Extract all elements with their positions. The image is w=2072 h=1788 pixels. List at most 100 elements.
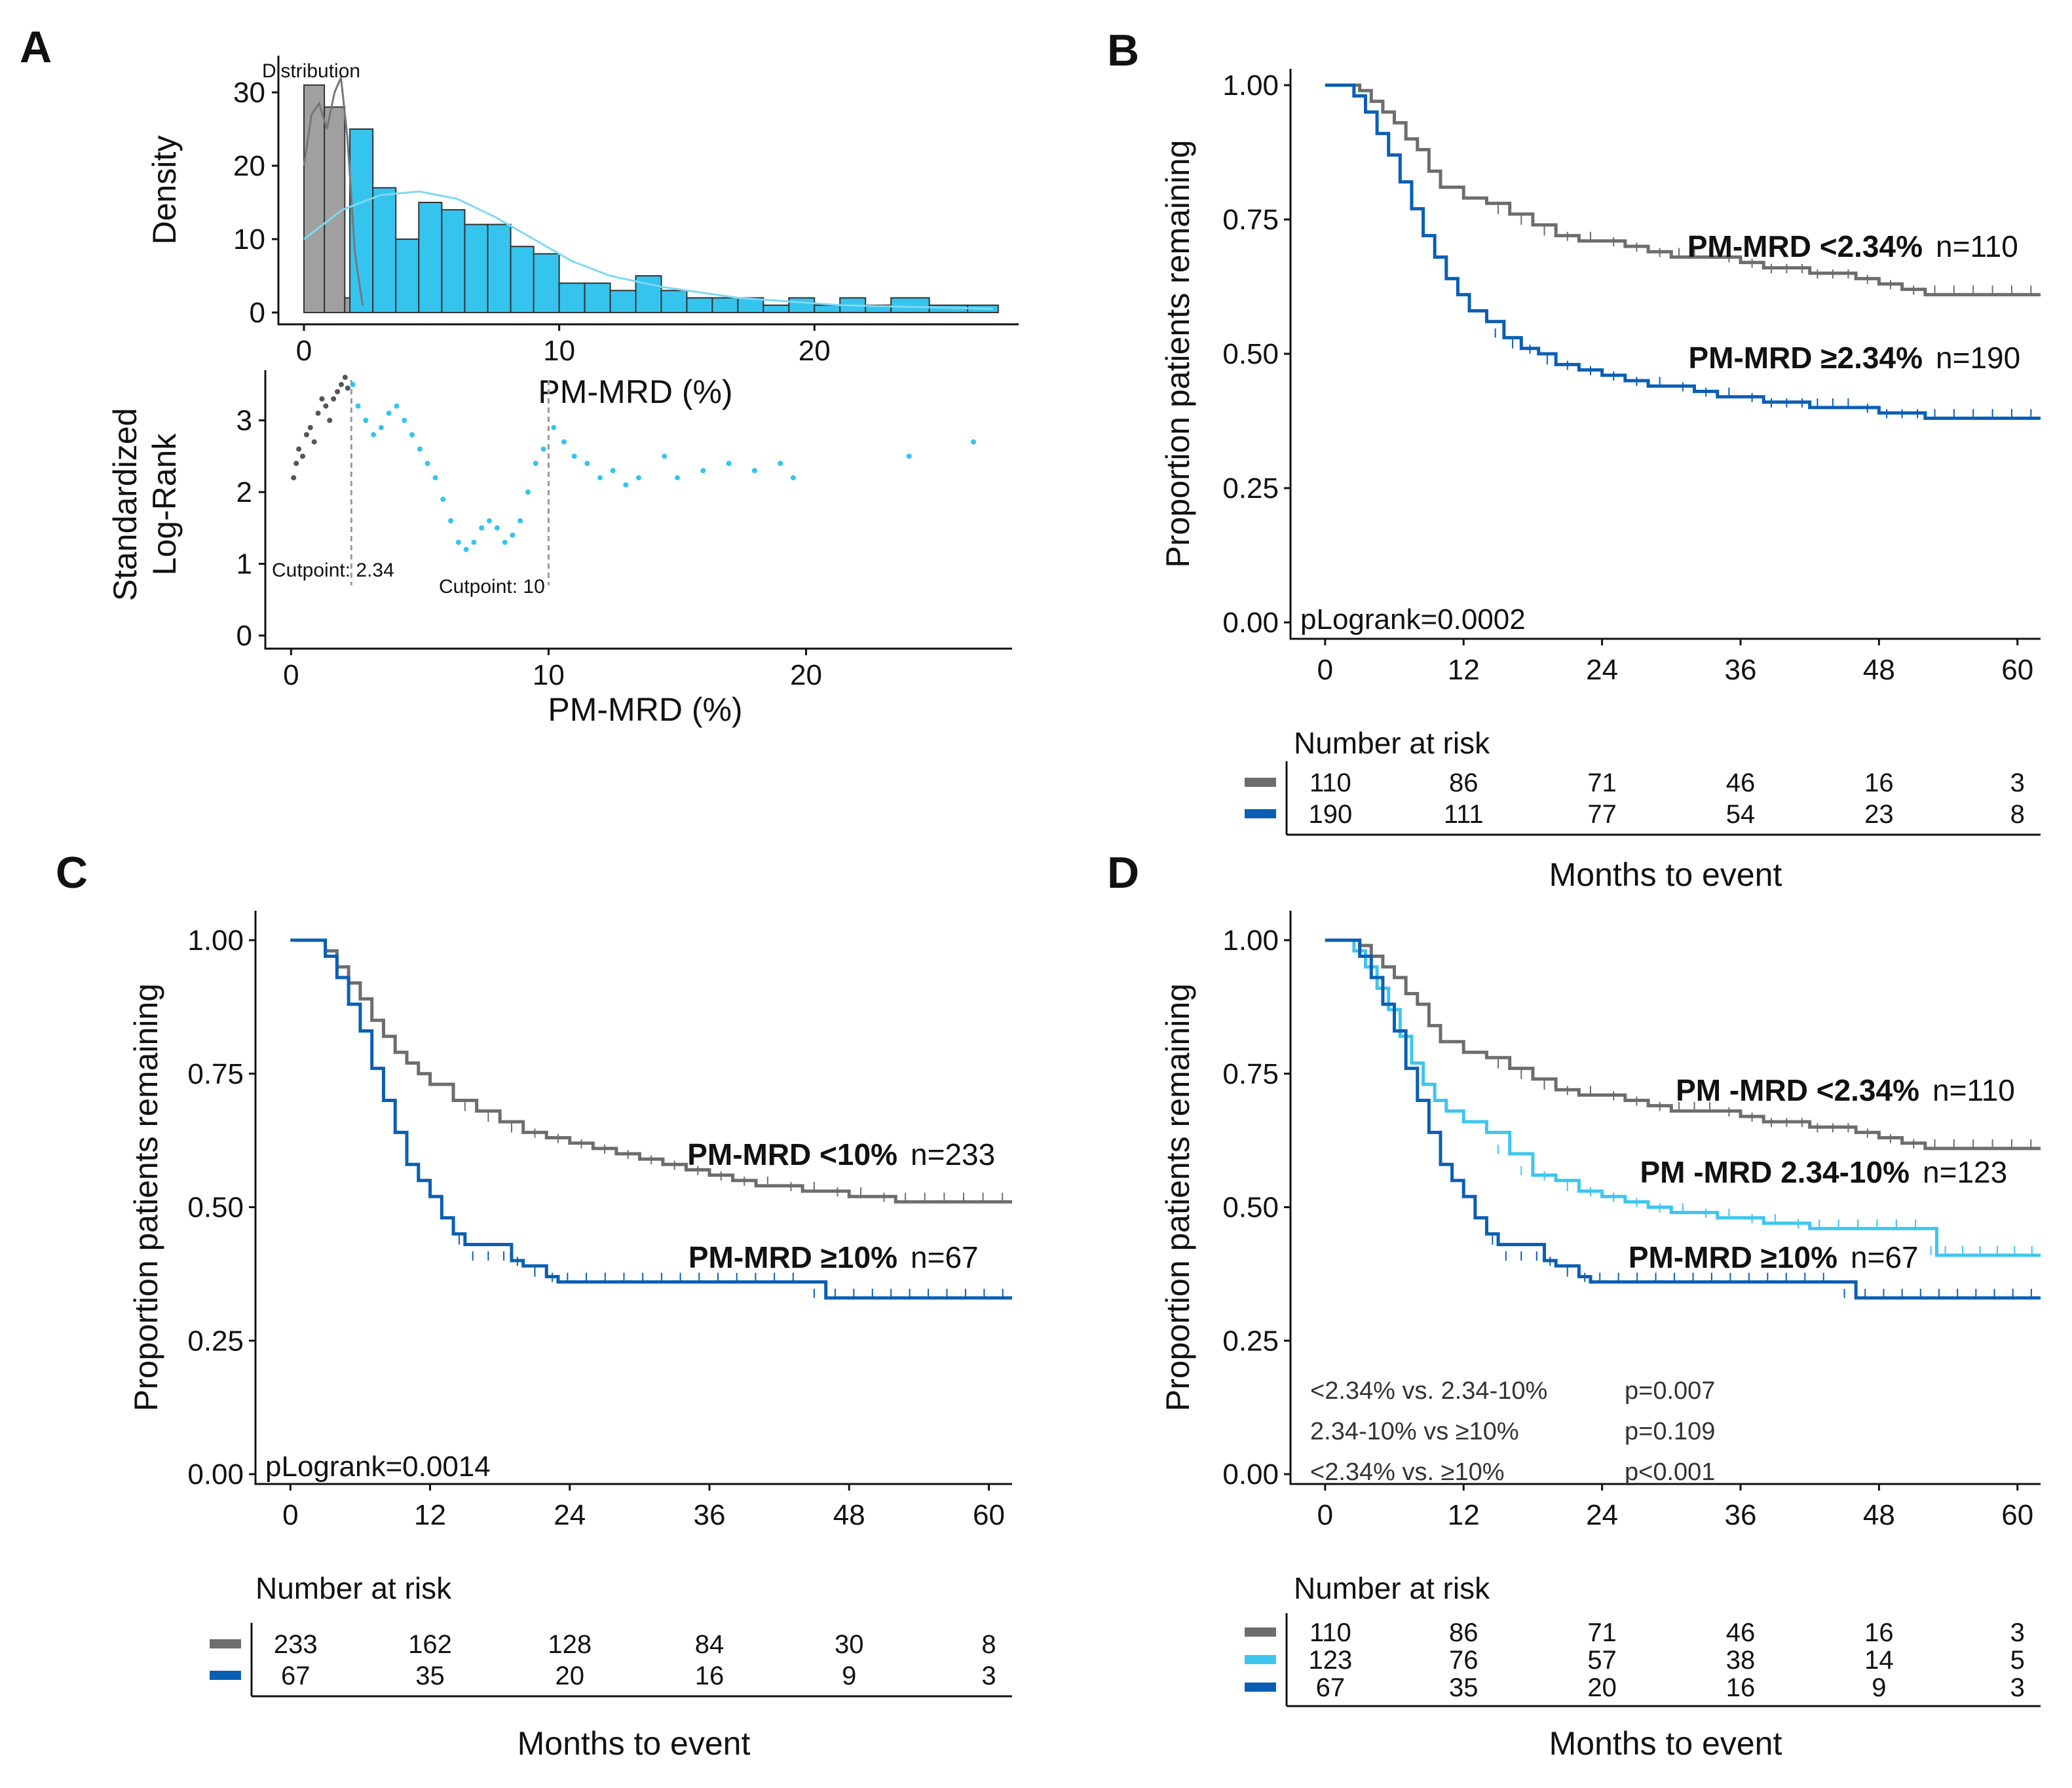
risk-count: 16 bbox=[695, 1662, 725, 1690]
x-tick-label: 48 bbox=[833, 1499, 865, 1531]
histogram-bar bbox=[395, 238, 420, 313]
group-n: n=67 bbox=[1851, 1240, 1919, 1274]
y-tick-label: 0.00 bbox=[187, 1458, 244, 1491]
logrank-point bbox=[455, 539, 461, 545]
group-n: n=190 bbox=[1936, 341, 2020, 375]
km-axes bbox=[1289, 911, 2041, 1485]
logrank-point bbox=[525, 489, 531, 495]
logrank-point bbox=[432, 475, 438, 481]
logrank-point bbox=[790, 475, 796, 481]
risk-count: 86 bbox=[1449, 769, 1479, 797]
panel-label-c: C bbox=[56, 848, 88, 898]
logrank-point bbox=[502, 539, 508, 545]
y-tick-label: 0.25 bbox=[1222, 472, 1279, 504]
risk-count: 71 bbox=[1587, 1618, 1617, 1647]
y-tick-label: 10 bbox=[233, 223, 265, 256]
logrank-point bbox=[291, 475, 297, 481]
logrank-point bbox=[402, 417, 407, 423]
risk-count: 110 bbox=[1309, 1618, 1351, 1647]
risk-count: 9 bbox=[1872, 1673, 1886, 1702]
histogram-bar bbox=[487, 223, 512, 313]
logrank-point bbox=[338, 381, 344, 387]
km-curve bbox=[1325, 938, 2041, 1300]
y-axis-label: Proportion patients remaining bbox=[1159, 983, 1196, 1411]
histogram-bar bbox=[303, 84, 326, 314]
risk-count: 16 bbox=[1864, 1618, 1894, 1647]
histogram-title: Distribution bbox=[262, 60, 360, 82]
risk-count: 46 bbox=[1726, 1618, 1756, 1647]
x-axis-label: PM-MRD (%) bbox=[548, 691, 742, 728]
logrank-point bbox=[371, 432, 377, 438]
logrank-point bbox=[778, 461, 783, 466]
x-tick-label: 24 bbox=[1586, 1499, 1618, 1531]
logrank-point bbox=[293, 461, 299, 466]
logrank-point bbox=[355, 403, 361, 409]
km-curve bbox=[1325, 83, 2041, 297]
logrank-point bbox=[906, 453, 912, 459]
logrank-point bbox=[971, 439, 977, 445]
logrank-point bbox=[417, 446, 423, 452]
x-tick-label: 12 bbox=[1448, 1499, 1480, 1531]
y-tick-label: 3 bbox=[236, 405, 252, 437]
group-label: PM-MRD ≥2.34% bbox=[1688, 341, 1923, 375]
risk-count: 77 bbox=[1587, 800, 1617, 829]
y-tick-label: 1.00 bbox=[1222, 69, 1279, 102]
risk-count: 16 bbox=[1864, 769, 1894, 797]
risk-count: 30 bbox=[835, 1630, 864, 1659]
risk-count: 35 bbox=[1449, 1673, 1479, 1702]
histogram-bar bbox=[890, 297, 930, 314]
y-tick-label: 20 bbox=[233, 150, 265, 182]
risk-count: 57 bbox=[1587, 1646, 1617, 1675]
risk-count: 3 bbox=[2010, 769, 2025, 797]
y-tick-label: 0.75 bbox=[187, 1058, 244, 1090]
x-tick-label: 60 bbox=[2001, 654, 2033, 686]
y-tick-label: 30 bbox=[233, 77, 265, 109]
histogram-bar bbox=[584, 282, 611, 314]
group-label: PM-MRD ≥10% bbox=[688, 1240, 897, 1274]
risk-row-swatch bbox=[210, 1671, 241, 1680]
risk-count: 67 bbox=[1316, 1673, 1346, 1702]
x-axis-label: Months to event bbox=[1549, 1725, 1782, 1762]
x-axis-label: PM-MRD (%) bbox=[538, 373, 732, 410]
logrank-point bbox=[662, 453, 668, 459]
risk-count: 8 bbox=[2010, 800, 2025, 829]
risk-count: 9 bbox=[842, 1662, 856, 1690]
risk-count: 123 bbox=[1308, 1646, 1352, 1675]
logrank-point bbox=[551, 425, 557, 430]
logrank-point bbox=[751, 468, 757, 474]
logrank-point bbox=[726, 461, 732, 466]
group-n: n=67 bbox=[911, 1240, 979, 1274]
logrank-point bbox=[311, 439, 317, 445]
logrank-point bbox=[345, 385, 350, 391]
logrank-point bbox=[386, 410, 392, 416]
risk-count: 54 bbox=[1726, 800, 1756, 829]
histogram-bar bbox=[686, 297, 713, 314]
risk-count: 190 bbox=[1308, 800, 1352, 829]
comparison-label: 2.34-10% vs ≥10% bbox=[1310, 1418, 1519, 1445]
group-label: PM -MRD <2.34% bbox=[1676, 1073, 1919, 1107]
y-tick-label: 1 bbox=[236, 548, 252, 580]
logrank-point bbox=[440, 497, 446, 503]
group-label: PM-MRD <10% bbox=[687, 1137, 897, 1171]
logrank-point bbox=[494, 525, 500, 531]
x-tick-label: 0 bbox=[296, 335, 312, 367]
x-tick-label: 12 bbox=[414, 1499, 446, 1531]
x-tick-label: 24 bbox=[554, 1499, 586, 1531]
risk-row-swatch bbox=[1245, 778, 1276, 787]
km-curve bbox=[290, 938, 1012, 1300]
x-tick-label: 0 bbox=[283, 659, 299, 691]
panel-label-b: B bbox=[1107, 26, 1139, 75]
logrank-point bbox=[331, 396, 337, 402]
group-label: PM-MRD <2.34% bbox=[1687, 229, 1923, 263]
logrank-point bbox=[350, 381, 356, 387]
risk-row-swatch bbox=[1245, 1655, 1276, 1664]
logrank-point bbox=[471, 539, 477, 545]
histogram-bar bbox=[510, 246, 535, 314]
logrank-point bbox=[327, 417, 333, 423]
logrank-point bbox=[315, 410, 321, 416]
logrank-point bbox=[479, 525, 485, 531]
logrank-point bbox=[623, 482, 629, 488]
y-tick-label: 0.00 bbox=[1222, 607, 1279, 639]
logrank-point bbox=[394, 403, 400, 409]
